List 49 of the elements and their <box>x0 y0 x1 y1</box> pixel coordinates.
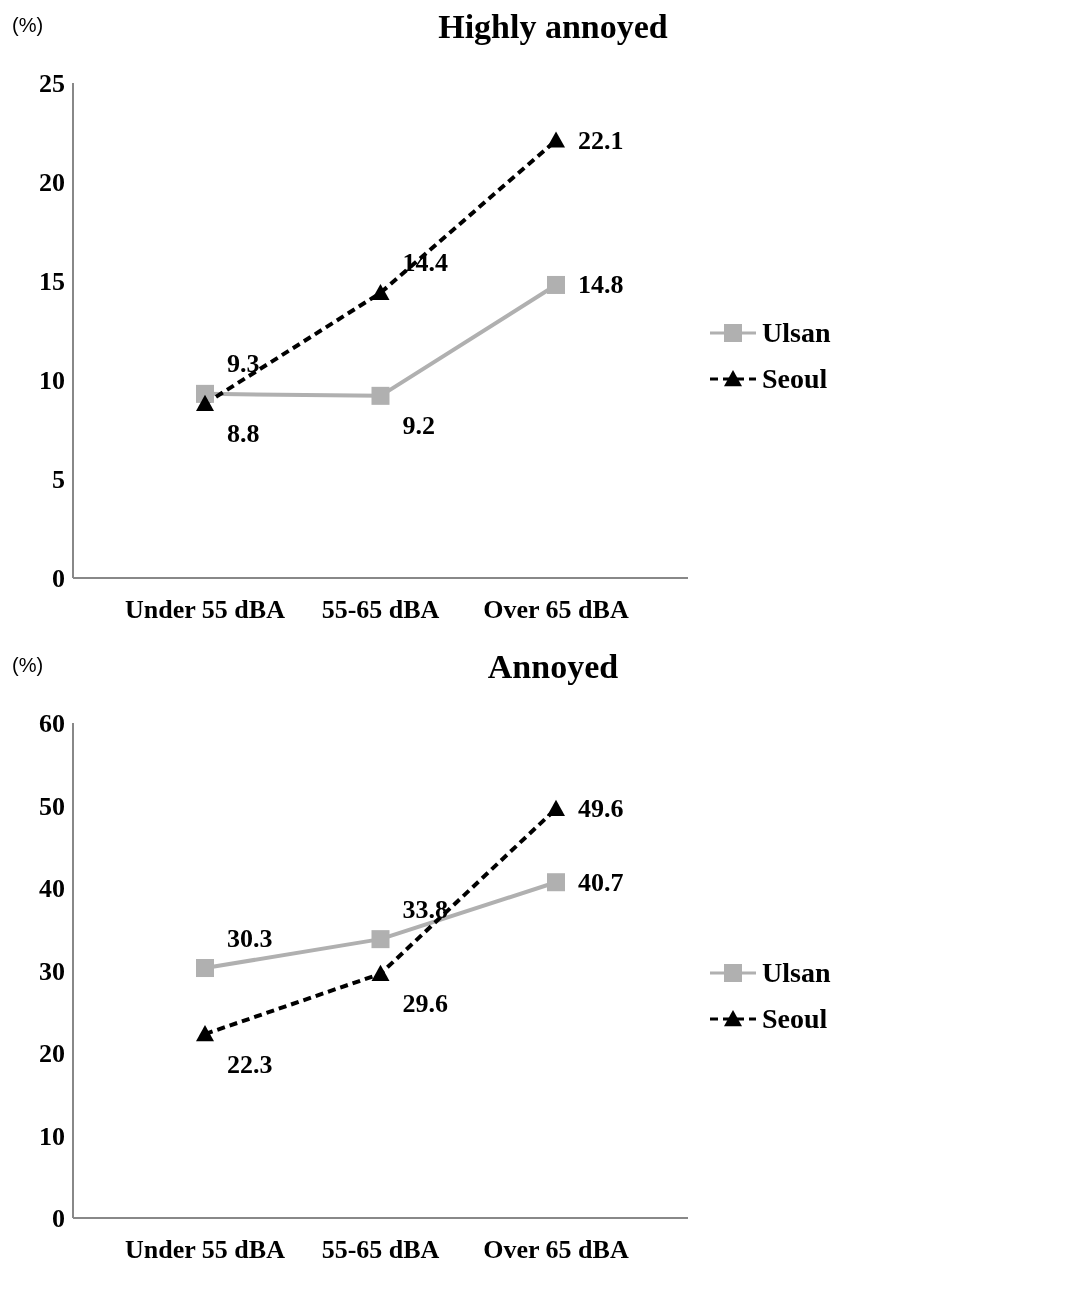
point <box>371 386 390 405</box>
x-tick-label: 55-65 dBA <box>321 1235 440 1265</box>
legend-label: Seoul <box>762 1002 828 1035</box>
point <box>196 959 214 978</box>
x-tick-label: Under 55 dBA <box>125 1235 286 1265</box>
chart-title: Annoyed <box>487 648 619 685</box>
point <box>196 394 214 411</box>
data-label: 29.6 <box>402 989 448 1019</box>
point <box>547 275 565 294</box>
y-tick-label: 50 <box>39 791 65 821</box>
data-label: 30.3 <box>227 923 273 953</box>
y-tick-label: 20 <box>39 1039 65 1069</box>
y-axis-title: (%) <box>12 654 44 677</box>
y-tick-label: 25 <box>39 69 65 99</box>
legend-label: Ulsan <box>762 956 831 989</box>
point <box>371 964 390 981</box>
legend-label: Seoul <box>762 362 828 395</box>
legend-label: Ulsan <box>762 316 831 349</box>
x-tick-label: Under 55 dBA <box>125 595 286 625</box>
x-tick-label: Over 65 dBA <box>483 595 629 625</box>
point <box>547 131 565 148</box>
data-label: 33.8 <box>402 894 448 924</box>
point <box>547 873 565 892</box>
y-tick-label: 20 <box>39 168 65 198</box>
point <box>196 1025 214 1042</box>
data-label: 40.7 <box>578 867 624 897</box>
data-label: 9.2 <box>402 411 435 441</box>
data-label: 49.6 <box>578 794 624 824</box>
y-tick-label: 30 <box>39 956 65 986</box>
data-label: 14.8 <box>578 270 624 300</box>
y-tick-label: 10 <box>39 366 65 396</box>
data-label: 22.3 <box>227 1049 273 1079</box>
x-tick-label: 55-65 dBA <box>321 595 440 625</box>
data-label: 8.8 <box>227 419 260 449</box>
data-label: 9.3 <box>227 349 260 379</box>
y-tick-label: 40 <box>39 874 65 904</box>
y-tick-label: 15 <box>39 267 65 297</box>
y-tick-label: 10 <box>39 1121 65 1151</box>
x-tick-label: Over 65 dBA <box>483 1235 629 1265</box>
y-tick-label: 60 <box>39 709 65 739</box>
point <box>371 930 390 949</box>
y-tick-label: 5 <box>52 465 65 495</box>
y-tick-label: 0 <box>52 1204 65 1234</box>
y-tick-label: 0 <box>52 564 65 594</box>
chart-title: Highly annoyed <box>438 8 668 45</box>
data-label: 22.1 <box>578 125 624 155</box>
point <box>371 283 390 301</box>
point <box>547 799 565 816</box>
y-axis-title: (%) <box>12 14 44 37</box>
